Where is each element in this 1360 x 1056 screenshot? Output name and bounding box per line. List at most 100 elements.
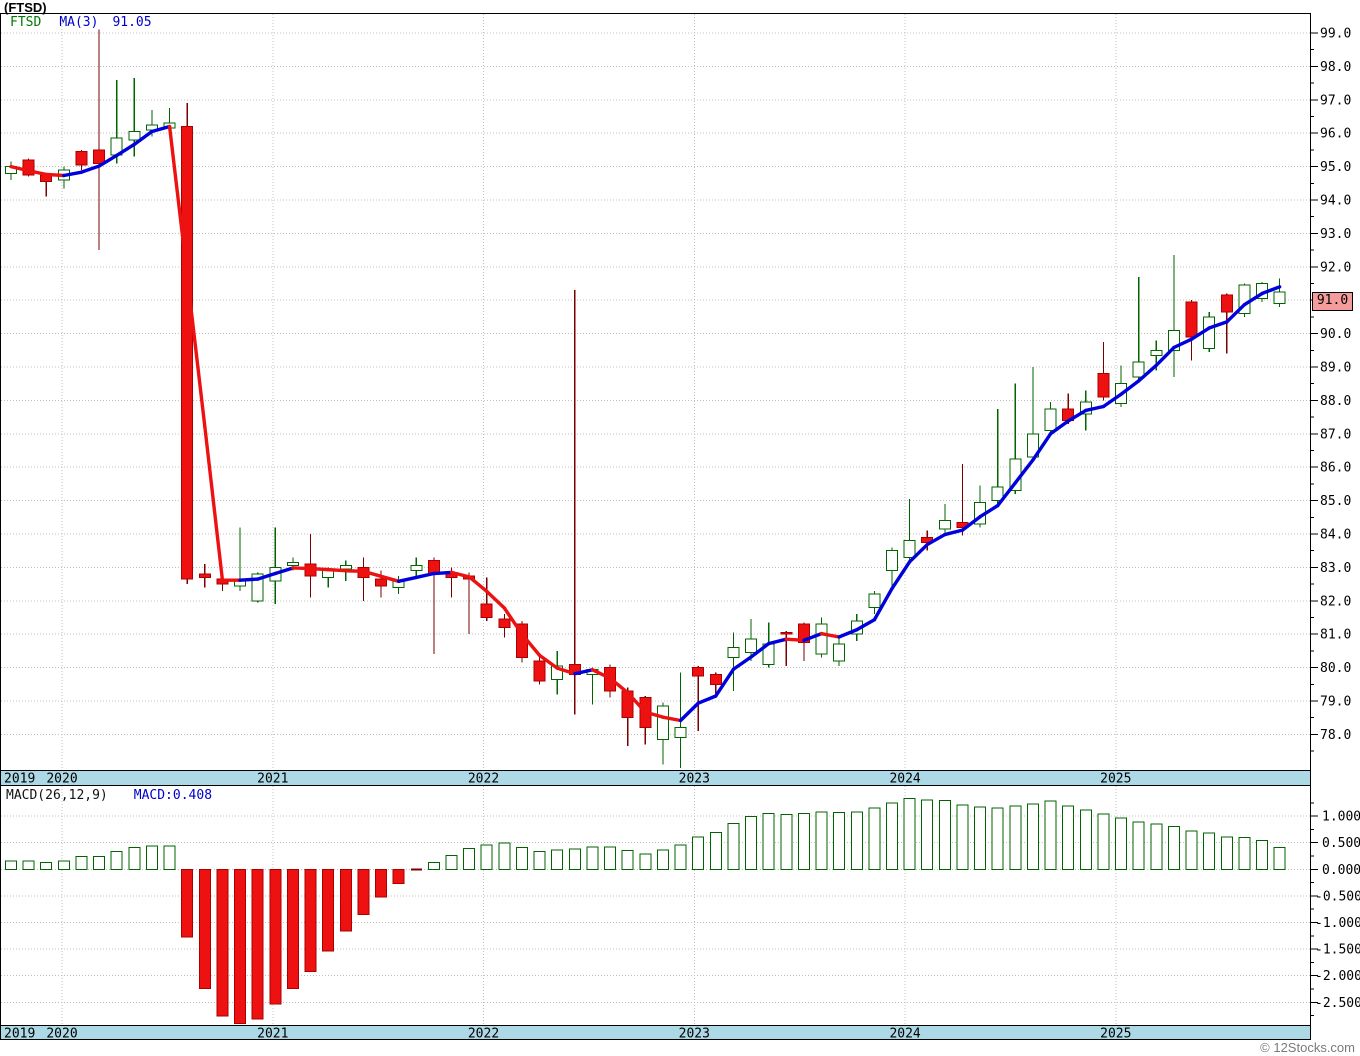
year-label-top: 2023 [679, 772, 710, 787]
macd-bar [445, 854, 458, 870]
ma-line-segment [273, 566, 295, 576]
ma-line-segment [1207, 320, 1229, 330]
ma-line-segment [1084, 404, 1106, 413]
macd-bar [903, 798, 916, 870]
candle-body [533, 660, 546, 682]
candle-body [322, 570, 335, 578]
macd-bar [780, 814, 793, 870]
ma-line-segment [943, 528, 965, 537]
ma-line-segment [467, 575, 489, 594]
macd-bar [568, 848, 581, 870]
macd-bar [110, 851, 123, 870]
candle-body [339, 565, 352, 570]
macd-bar [128, 846, 141, 870]
macd-tick-label: -2.500 [1315, 996, 1360, 1011]
macd-bar [322, 868, 335, 952]
ma-line-segment [766, 637, 788, 646]
ma-line-segment [890, 560, 912, 591]
macd-bar [639, 853, 652, 870]
macd-bar [286, 868, 299, 989]
ma-line-segment [925, 532, 947, 547]
ma-line-segment [855, 618, 877, 632]
macd-bar [1273, 846, 1286, 870]
ma-line-segment [502, 606, 524, 636]
ma-line-segment [714, 667, 736, 698]
ma-line-segment [872, 586, 894, 622]
candle-body [410, 565, 423, 572]
ma-line-segment [308, 566, 330, 572]
macd-bar [621, 850, 634, 870]
candle-body [745, 638, 758, 654]
macd-params-label: MACD(26,12,9) [6, 788, 108, 803]
macd-bar [75, 856, 88, 870]
macd-bar [656, 849, 669, 870]
macd-bar [5, 860, 17, 870]
macd-bar [727, 823, 740, 870]
ma-value: 91.05 [112, 15, 152, 30]
candle-body [727, 647, 740, 659]
year-label-bottom: 2024 [889, 1027, 920, 1042]
candle-body [251, 573, 264, 602]
ma-line-segment [749, 641, 771, 659]
macd-bar [692, 836, 705, 870]
price-tick-label: 83.0 [1320, 561, 1351, 576]
symbol-label: FTSD [10, 15, 42, 30]
macd-bar [427, 861, 440, 870]
ma-line-segment [1242, 291, 1264, 307]
ma-line-segment [678, 701, 700, 723]
macd-bar [815, 811, 828, 870]
year-label-bottom: 2020 [46, 1027, 77, 1042]
macd-bar [216, 868, 229, 1017]
macd-bar [938, 800, 951, 870]
ma-line-segment [1013, 458, 1035, 485]
ma-line-segment [432, 570, 454, 576]
macd-bar [604, 846, 617, 870]
macd-bar [833, 811, 846, 870]
price-tick-label: 95.0 [1320, 160, 1351, 175]
year-label-top: 2024 [889, 772, 920, 787]
candle-body [903, 540, 916, 558]
macd-tick-label: -0.500 [1315, 889, 1360, 904]
candle-body [797, 623, 810, 644]
ma-line-segment [661, 715, 683, 723]
price-tick-label: 93.0 [1320, 227, 1351, 242]
price-tick-label: 78.0 [1320, 728, 1351, 743]
ma-line-segment [326, 567, 348, 573]
ma-line-segment [1172, 337, 1194, 350]
ma-line-segment [449, 570, 471, 579]
price-tick-label: 81.0 [1320, 628, 1351, 643]
ma-line-segment [608, 676, 630, 695]
candle-body [375, 578, 388, 587]
macd-tick-label: 0.500 [1322, 836, 1360, 851]
macd-bar [709, 832, 722, 870]
price-tick-label: 82.0 [1320, 594, 1351, 609]
ma-line-segment [643, 710, 665, 719]
candle-body [1167, 329, 1180, 351]
macd-bar [304, 868, 317, 972]
macd-bar [1026, 803, 1039, 870]
price-tick-label: 96.0 [1320, 127, 1351, 142]
candle-body [709, 673, 722, 685]
ma-line-segment [1154, 345, 1176, 368]
price-tick-label: 99.0 [1320, 27, 1351, 42]
price-tick-label: 84.0 [1320, 528, 1351, 543]
ma-line-segment [485, 589, 507, 610]
macd-bar [1256, 840, 1269, 870]
candle-body [93, 149, 106, 164]
x-axis-band [0, 770, 1311, 786]
page-title: (FTSD) [4, 0, 47, 15]
candle-body [674, 727, 687, 739]
ma-line-segment [819, 631, 841, 639]
price-tick-label: 79.0 [1320, 695, 1351, 710]
ma-line-segment [590, 668, 612, 680]
ma-line-segment [150, 124, 172, 134]
price-tick-label: 94.0 [1320, 194, 1351, 209]
candle-body [991, 486, 1004, 502]
macd-bar [1079, 809, 1092, 870]
ma-line-segment [1066, 408, 1088, 423]
macd-bar [1238, 836, 1251, 870]
last-price-badge: 91.0 [1312, 292, 1353, 311]
macd-bar [163, 845, 176, 870]
macd-bar [1167, 826, 1180, 870]
